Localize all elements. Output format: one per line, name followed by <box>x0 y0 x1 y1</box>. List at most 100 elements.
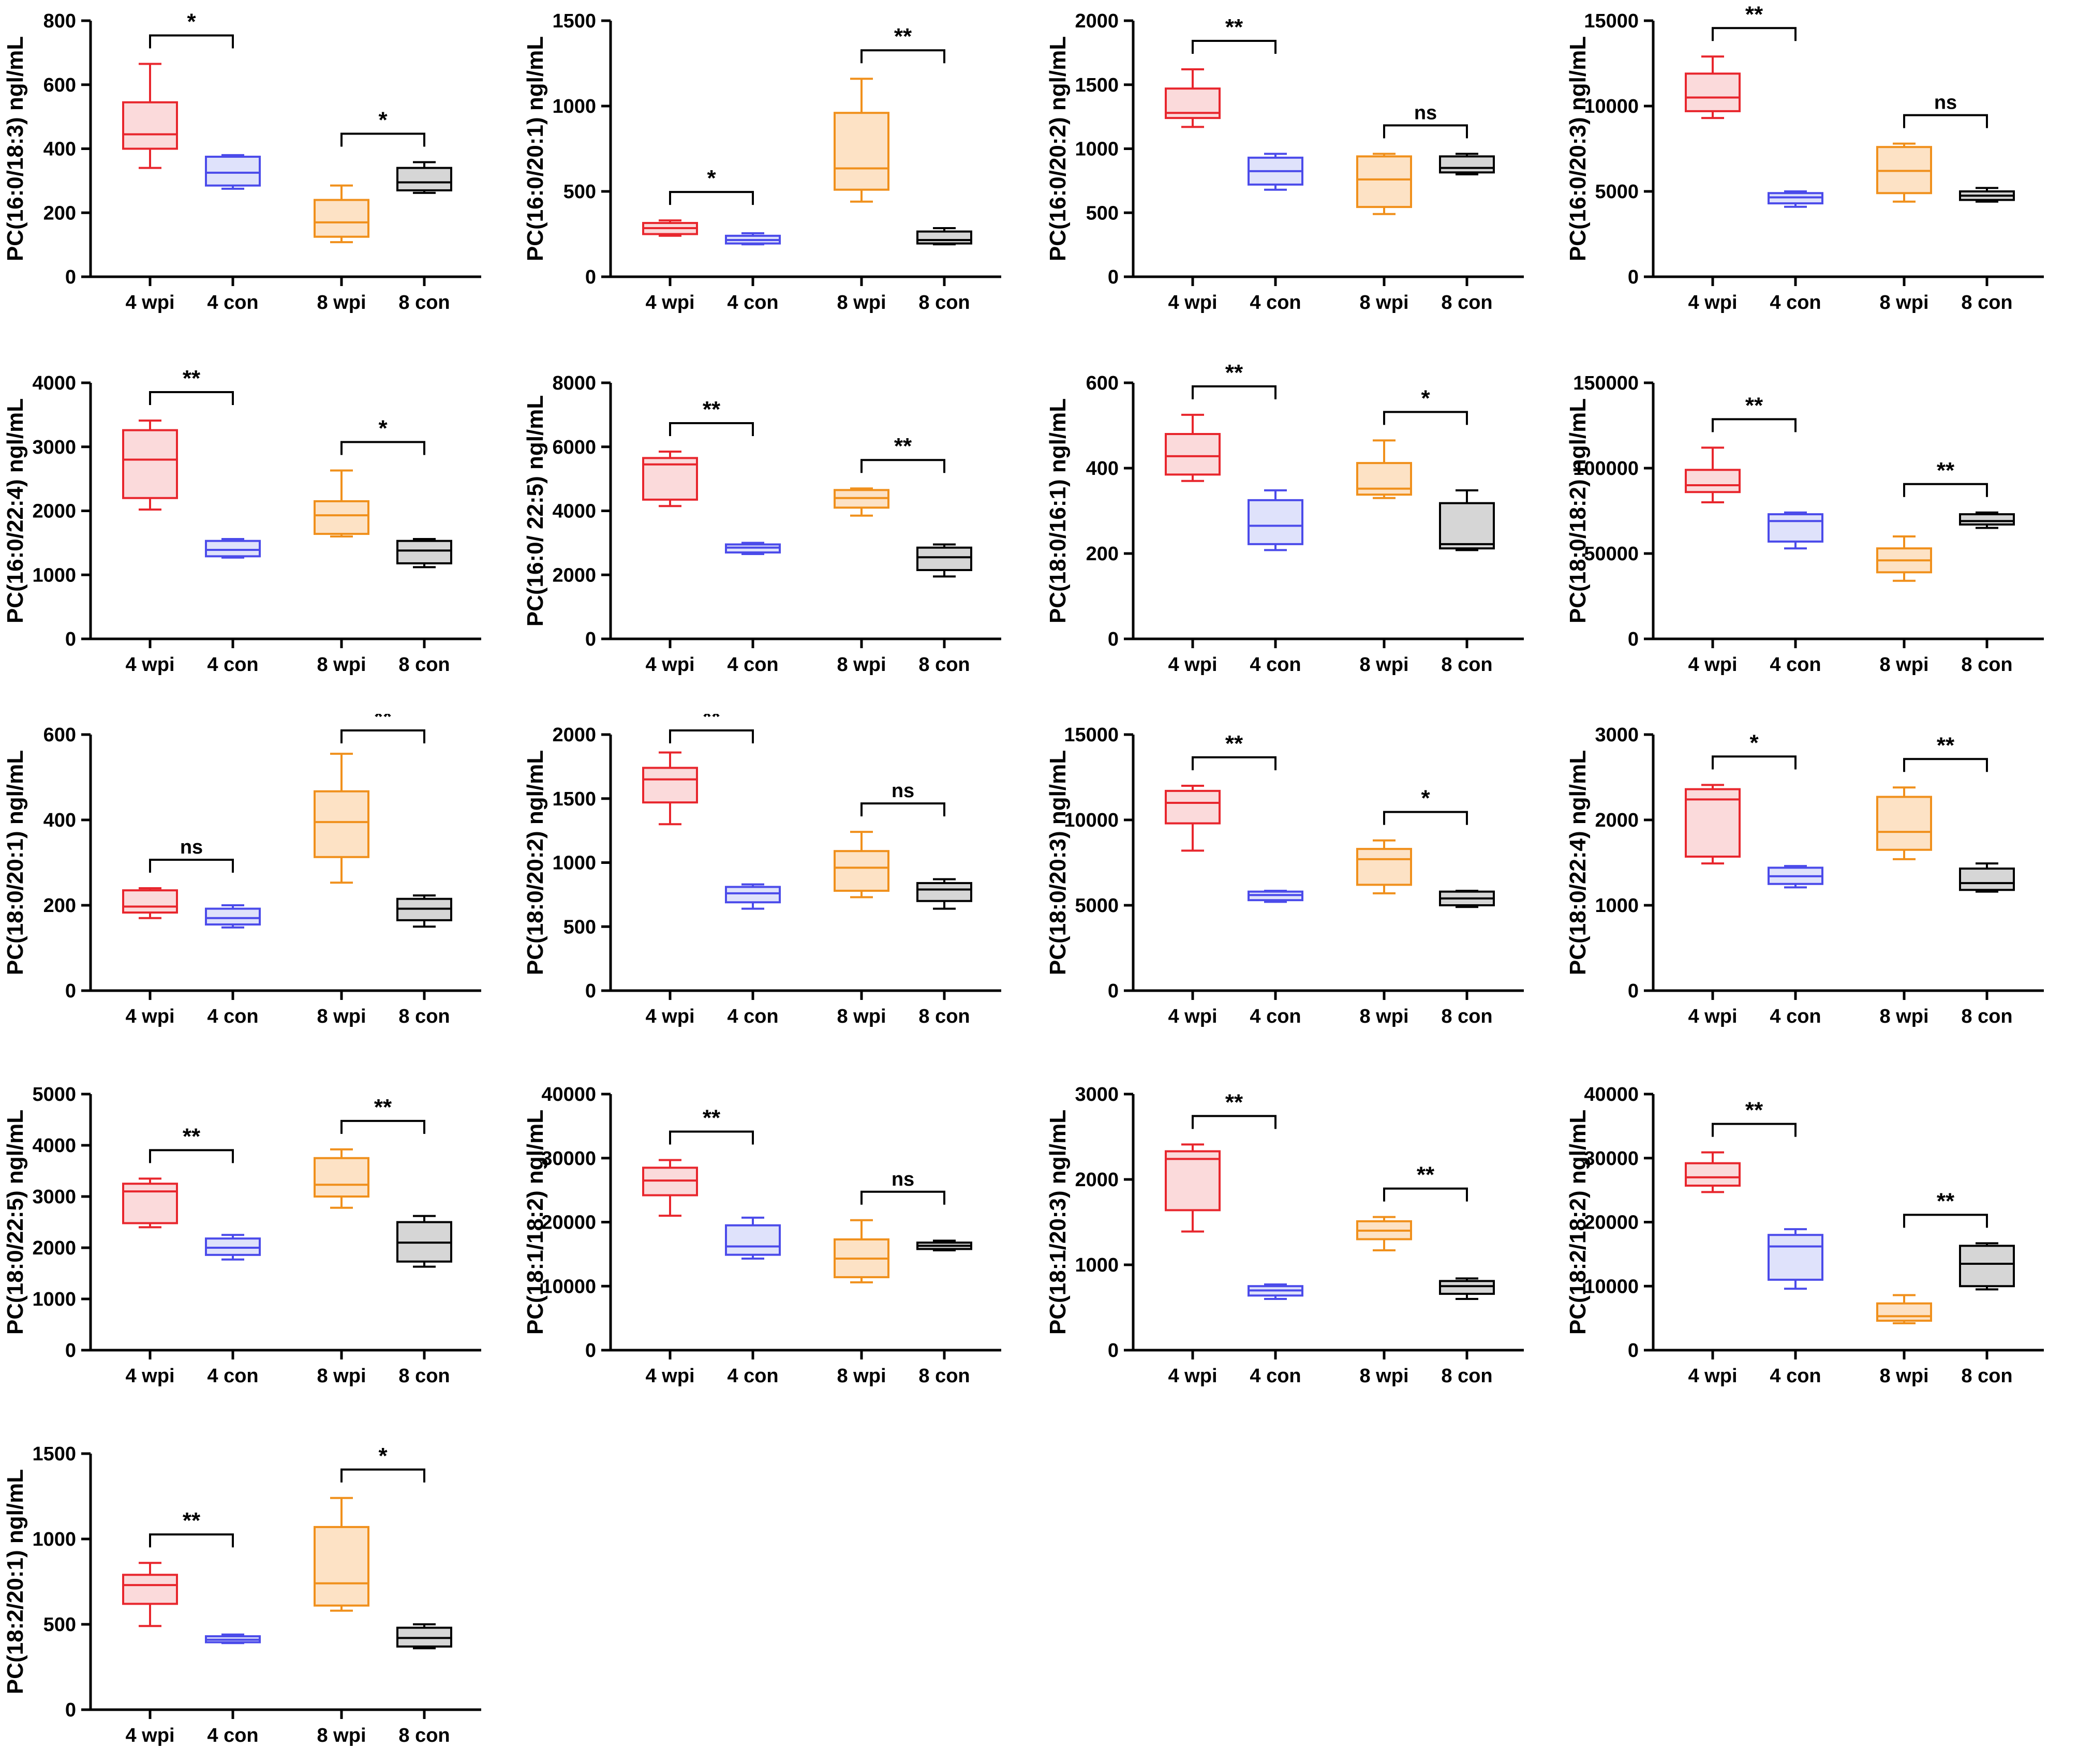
significance-label: ** <box>1225 1089 1243 1115</box>
box-iqr <box>1768 1234 1823 1281</box>
box-iqr <box>314 790 369 858</box>
box-8-wpi <box>1356 839 1412 894</box>
x-tick-label: 8 con <box>1961 1006 2012 1027</box>
box-iqr <box>1165 1150 1221 1212</box>
x-tick-label: 4 con <box>727 654 778 676</box>
significance-label: ns <box>892 1169 914 1190</box>
y-tick-label: 1500 <box>552 10 596 32</box>
x-tick-label: 8 con <box>1441 654 1492 676</box>
y-tick-label: 600 <box>43 74 76 96</box>
significance-bracket <box>860 49 945 64</box>
y-axis-label: PC(18:0/18:2) ngl/mL <box>1565 398 1591 623</box>
y-tick-label: 40000 <box>541 1084 596 1105</box>
x-tick-label: 8 con <box>1441 1365 1492 1387</box>
significance-label: ns <box>180 836 203 858</box>
box-8-wpi <box>834 831 889 899</box>
box-4-wpi <box>1165 1143 1221 1233</box>
box-4-con <box>1768 511 1823 550</box>
box-8-con <box>396 1215 452 1268</box>
boxplot-panel-8: 0 50000 100000 150000 PC(18:0/18:2) ngl/mL 4 … <box>1565 372 2044 676</box>
significance-bracket <box>149 1533 234 1548</box>
x-tick-label: 8 wpi <box>317 1725 366 1746</box>
y-tick-label: 2000 <box>1075 10 1119 32</box>
y-axis-label: PC(18:0/16:1) ngl/mL <box>1045 398 1071 623</box>
significance-bracket <box>669 191 754 205</box>
y-tick-label: 1500 <box>1075 74 1119 96</box>
y-tick-label: 0 <box>585 1340 596 1362</box>
x-tick-label: 4 wpi <box>125 292 174 313</box>
boxplot-panel-4: 0 5000 10000 15000 PC(16:0/20:3) ngl/mL 4 wpi… <box>1565 2 2044 313</box>
y-tick-label: 40000 <box>1584 1084 1639 1105</box>
box-4-wpi <box>122 63 178 169</box>
significance-bracket <box>1383 411 1468 425</box>
significance-label: ** <box>374 1095 392 1120</box>
y-tick-label: 0 <box>1628 1340 1639 1362</box>
boxplot-panel-16: 0 10000 20000 30000 40000 PC(18:2/18:2) ngl/m… <box>1565 1084 2044 1387</box>
y-tick-label: 200 <box>43 895 76 917</box>
significance-label: ** <box>183 1124 201 1149</box>
x-tick-label: 8 wpi <box>1359 1006 1408 1027</box>
box-4-con <box>1768 1228 1823 1290</box>
box-4-con <box>205 537 261 559</box>
y-tick-label: 200 <box>43 202 76 224</box>
significance-label: ** <box>374 714 392 729</box>
x-tick-label: 4 con <box>727 292 778 313</box>
box-4-wpi <box>1685 784 1741 865</box>
significance-label: ** <box>1745 2 1763 27</box>
x-tick-label: 8 wpi <box>317 292 366 313</box>
x-tick-label: 8 wpi <box>1359 1365 1408 1387</box>
x-tick-label: 4 wpi <box>1168 654 1217 676</box>
box-4-con <box>725 1216 781 1260</box>
y-axis-label: PC(16:0/22:4) ngl/mL <box>3 398 28 623</box>
x-tick-label: 4 wpi <box>125 1365 174 1387</box>
significance-bracket <box>1903 1214 1988 1228</box>
box-4-con <box>1768 190 1823 208</box>
box-iqr <box>122 101 178 150</box>
y-axis-label: PC(18:1/20:3) ngl/mL <box>1045 1110 1071 1335</box>
box-iqr <box>725 886 781 904</box>
y-axis-label: PC(18:0/22:5) ngl/mL <box>3 1110 28 1335</box>
box-4-con <box>205 904 261 929</box>
y-tick-label: 0 <box>1108 1340 1119 1362</box>
x-tick-label: 4 wpi <box>645 1365 694 1387</box>
x-tick-label: 8 con <box>1441 1006 1492 1027</box>
box-8-con <box>916 543 972 578</box>
y-tick-label: 2000 <box>32 501 76 522</box>
y-tick-label: 600 <box>43 724 76 746</box>
y-axis-label: PC(18:2/18:2) ngl/mL <box>1565 1110 1591 1335</box>
y-axis-label: PC(16:0/20:2) ngl/mL <box>1045 36 1071 261</box>
significance-bracket <box>1192 1115 1277 1129</box>
box-iqr <box>1959 513 2015 526</box>
y-axis-label: PC(18:1/18:2) ngl/mL <box>523 1110 548 1335</box>
significance-bracket <box>340 729 425 743</box>
significance-bracket <box>669 1130 754 1145</box>
y-tick-label: 0 <box>1108 980 1119 1002</box>
box-8-wpi <box>314 753 369 884</box>
y-tick-label: 1500 <box>32 1443 76 1465</box>
y-tick-label: 0 <box>1108 266 1119 288</box>
box-8-con <box>396 161 452 194</box>
x-tick-label: 8 wpi <box>837 292 886 313</box>
box-iqr <box>916 230 972 245</box>
box-8-con <box>916 227 972 246</box>
significance-bracket <box>149 1149 234 1163</box>
box-4-wpi <box>122 1177 178 1229</box>
x-tick-label: 4 con <box>1770 654 1821 676</box>
y-tick-label: 600 <box>1086 372 1119 394</box>
box-iqr <box>725 1224 781 1256</box>
significance-bracket <box>1383 811 1468 825</box>
significance-label: ns <box>892 780 914 802</box>
box-iqr <box>122 429 178 499</box>
x-tick-label: 8 wpi <box>317 1365 366 1387</box>
box-8-con <box>1439 889 1495 908</box>
y-tick-label: 0 <box>585 980 596 1002</box>
box-iqr <box>205 155 261 187</box>
box-iqr <box>642 767 698 804</box>
box-8-con <box>396 537 452 569</box>
box-iqr <box>1959 868 2015 891</box>
y-tick-label: 1000 <box>32 1529 76 1550</box>
